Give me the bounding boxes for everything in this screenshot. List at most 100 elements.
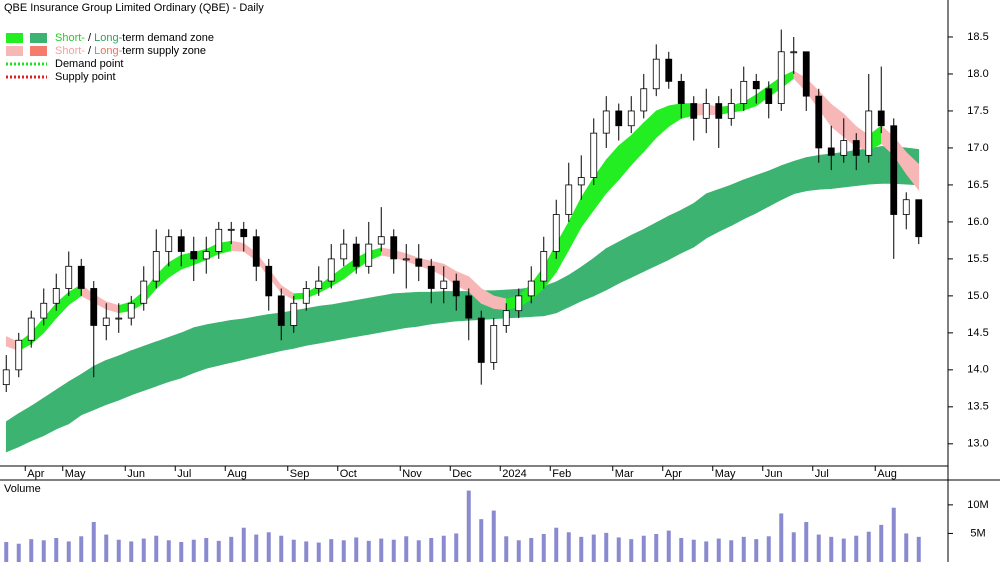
volume-bar bbox=[716, 538, 721, 562]
candle bbox=[802, 51, 810, 111]
y-tick-label: 13.0 bbox=[967, 438, 988, 450]
zones bbox=[5, 70, 920, 453]
volume-bar bbox=[779, 513, 784, 562]
legend-swatch bbox=[6, 33, 23, 43]
candle-body bbox=[752, 80, 760, 90]
candle-body bbox=[915, 199, 923, 238]
long-zone-segment bbox=[255, 314, 270, 357]
x-tick-label: Sep bbox=[290, 468, 310, 480]
candle bbox=[540, 236, 548, 289]
long-zone-segment bbox=[630, 228, 645, 278]
volume-bar bbox=[866, 531, 871, 562]
candle bbox=[740, 66, 748, 111]
x-tick-label: Jul bbox=[815, 468, 829, 480]
volume-bar bbox=[241, 527, 246, 562]
volume-tick-label: 5M bbox=[970, 527, 985, 539]
volume-bar bbox=[179, 542, 184, 562]
long-zone-segment bbox=[93, 359, 107, 411]
y-tick-label: 15.5 bbox=[967, 253, 988, 265]
candle-body bbox=[515, 295, 523, 312]
long-zone-segment bbox=[105, 355, 120, 406]
long-zone-segment bbox=[193, 324, 207, 374]
y-tick-label: 17.5 bbox=[967, 105, 988, 117]
long-zone-segment bbox=[80, 365, 95, 416]
volume-bar bbox=[841, 538, 846, 562]
long-zone-segment bbox=[543, 281, 557, 317]
candle-body bbox=[852, 140, 860, 156]
x-tick-label: Mar bbox=[615, 468, 634, 480]
candle bbox=[827, 125, 835, 171]
volume-bar bbox=[416, 540, 421, 562]
legend-text: Short- bbox=[55, 45, 85, 57]
candle bbox=[415, 244, 423, 282]
long-zone-segment bbox=[705, 188, 720, 239]
legend-swatch bbox=[6, 46, 23, 56]
long-zone-segment bbox=[393, 292, 407, 331]
long-zone-segment bbox=[680, 202, 695, 254]
candle-body bbox=[115, 317, 123, 320]
candle bbox=[240, 221, 248, 252]
x-tick-label: Oct bbox=[340, 468, 357, 480]
legend-label: Supply point bbox=[55, 71, 116, 83]
legend-swatch bbox=[30, 33, 47, 43]
volume-bar bbox=[154, 535, 159, 562]
legend-text: Short- bbox=[55, 32, 85, 44]
candle bbox=[377, 207, 385, 252]
volume-tick-label: 10M bbox=[967, 499, 988, 511]
volume-bar bbox=[741, 536, 746, 562]
y-tick-label: 13.5 bbox=[967, 401, 988, 413]
chart-title: QBE Insurance Group Limited Ordinary (QB… bbox=[4, 2, 264, 14]
volume-bar bbox=[104, 534, 109, 562]
long-zone-segment bbox=[730, 179, 745, 227]
volume-bar bbox=[879, 524, 884, 562]
volume-bar bbox=[304, 541, 309, 562]
candle-body bbox=[127, 302, 135, 319]
candle bbox=[852, 133, 860, 171]
x-tick-label: Nov bbox=[402, 468, 422, 480]
volume-bar bbox=[579, 536, 584, 562]
candle-body bbox=[90, 288, 98, 326]
candle-body bbox=[590, 132, 598, 178]
candle-body bbox=[340, 243, 348, 260]
volume-bar bbox=[204, 538, 209, 562]
candle bbox=[527, 266, 535, 304]
long-zone-segment bbox=[668, 209, 682, 261]
volume-bar bbox=[491, 510, 496, 562]
candle-body bbox=[877, 110, 885, 127]
volume-bar bbox=[404, 536, 409, 562]
short-zone-segment bbox=[905, 151, 920, 191]
long-zone-segment bbox=[818, 153, 832, 190]
candle-body bbox=[440, 280, 448, 289]
legend-text: term demand zone bbox=[122, 32, 214, 44]
candle bbox=[627, 96, 635, 134]
candle bbox=[302, 281, 310, 311]
long-zone-segment bbox=[180, 327, 195, 379]
volume-bar bbox=[629, 539, 634, 562]
legend-swatch bbox=[30, 46, 47, 56]
volume-bar bbox=[604, 532, 609, 562]
candle bbox=[890, 118, 898, 259]
candle bbox=[227, 221, 235, 245]
candle bbox=[765, 81, 773, 119]
candle-body bbox=[665, 58, 673, 82]
candle-body bbox=[240, 228, 248, 238]
candle bbox=[615, 103, 623, 141]
volume-bar bbox=[191, 539, 196, 562]
candle-body bbox=[865, 110, 873, 156]
candle-body bbox=[140, 280, 148, 304]
legend-text: Demand point bbox=[55, 58, 124, 70]
volume-bar bbox=[516, 540, 521, 562]
volume-bar bbox=[504, 536, 509, 562]
y-tick-label: 15.0 bbox=[967, 290, 988, 302]
candle-body bbox=[190, 251, 198, 260]
candle-body bbox=[702, 103, 710, 119]
y-tick-label: 18.5 bbox=[967, 31, 988, 43]
candle bbox=[490, 318, 498, 370]
candle bbox=[777, 29, 785, 111]
long-zone-segment bbox=[143, 341, 157, 391]
long-zone-segment bbox=[643, 222, 657, 272]
long-zone-segment bbox=[343, 299, 357, 340]
x-tick-label: Jul bbox=[177, 468, 191, 480]
candle-body bbox=[265, 265, 273, 297]
